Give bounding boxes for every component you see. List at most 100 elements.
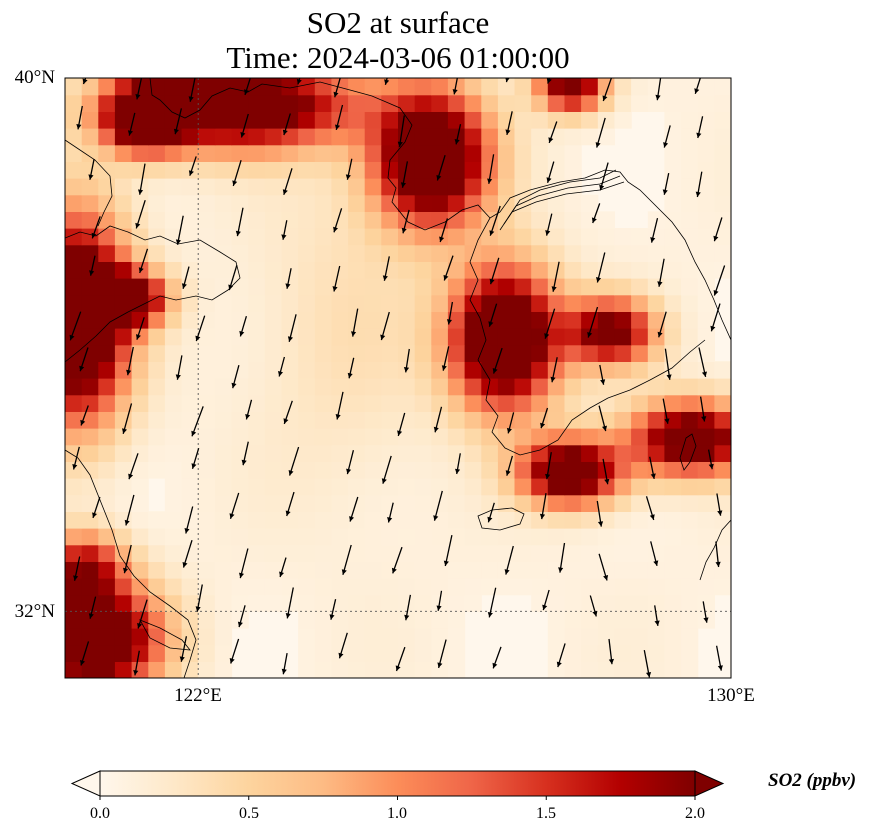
so2-cell (348, 78, 366, 96)
so2-cell (181, 494, 199, 512)
so2-cell (681, 528, 699, 546)
so2-cell (447, 428, 466, 446)
so2-cell (564, 394, 582, 412)
so2-cell (281, 294, 299, 312)
so2-cell (531, 178, 549, 196)
so2-cell (531, 278, 549, 296)
so2-cell (98, 194, 116, 212)
so2-cell (398, 178, 416, 196)
so2-cell (681, 478, 699, 496)
so2-cell (631, 544, 649, 562)
so2-cell (697, 344, 715, 362)
so2-cell (414, 494, 432, 512)
wind-arrow (591, 203, 601, 224)
so2-cell (114, 644, 133, 662)
so2-cell (348, 211, 366, 229)
so2-cell (364, 544, 382, 562)
so2-cell (314, 478, 333, 496)
so2-cell (281, 544, 299, 562)
wind-arrow (650, 541, 659, 567)
so2-cell (164, 528, 183, 546)
so2-cell (131, 178, 149, 196)
colorbar-tick-0: 0.0 (90, 805, 110, 822)
wind-arrow (179, 636, 188, 662)
so2-cell (414, 611, 432, 629)
so2-cell (65, 361, 83, 379)
wind-arrow (602, 458, 610, 485)
so2-cell (564, 444, 582, 462)
so2-cell (298, 594, 316, 612)
map-panel (65, 78, 731, 678)
so2-cell (464, 511, 482, 529)
wind-arrow (235, 207, 244, 237)
so2-cell (414, 328, 432, 346)
so2-cell (65, 628, 83, 646)
so2-cell (331, 594, 349, 612)
so2-cell (464, 294, 482, 312)
so2-cell (381, 294, 399, 312)
so2-cell (298, 94, 316, 112)
so2-cell (65, 661, 83, 678)
so2-cell (514, 211, 532, 229)
so2-cell (547, 611, 566, 629)
so2-cell (81, 661, 99, 678)
wind-arrow (488, 303, 498, 327)
so2-cell (697, 294, 715, 312)
so2-cell (248, 244, 266, 262)
so2-cell (481, 444, 499, 462)
so2-cell (248, 544, 266, 562)
so2-cell (264, 211, 283, 229)
so2-cell (198, 178, 216, 196)
so2-cell (481, 111, 499, 129)
so2-cell (614, 228, 632, 246)
so2-cell (581, 594, 599, 612)
so2-cell (231, 478, 249, 496)
wind-arrow (345, 158, 353, 180)
so2-cell (597, 394, 615, 412)
so2-cell (281, 144, 299, 162)
so2-cell (331, 478, 349, 496)
so2-cell (314, 144, 333, 162)
so2-cell (597, 428, 615, 446)
so2-cell (98, 511, 116, 529)
so2-cell (181, 311, 199, 329)
so2-cell (298, 511, 316, 529)
so2-cell (231, 511, 249, 529)
so2-cell (348, 544, 366, 562)
so2-cell (298, 494, 316, 512)
so2-cell (148, 378, 166, 396)
so2-cell (164, 344, 183, 362)
so2-cell (214, 561, 233, 579)
so2-cell (198, 78, 216, 96)
so2-cell (514, 461, 532, 479)
so2-cell (664, 311, 682, 329)
so2-cell (531, 544, 549, 562)
so2-cell (98, 378, 116, 396)
so2-cell (65, 594, 83, 612)
so2-cell (81, 128, 99, 146)
so2-cell (331, 211, 349, 229)
so2-cell (248, 328, 266, 346)
so2-cell (314, 211, 333, 229)
so2-cell (148, 78, 166, 96)
so2-cell (481, 411, 499, 429)
wind-arrow (657, 311, 667, 338)
so2-cell (581, 478, 599, 496)
so2-cell (697, 428, 715, 446)
so2-cell (664, 428, 682, 446)
so2-cell (714, 78, 731, 96)
so2-cell (497, 411, 516, 429)
wind-arrow (492, 347, 503, 374)
so2-cell (298, 528, 316, 546)
so2-cell (614, 661, 632, 678)
so2-cell (664, 228, 682, 246)
so2-cell (148, 144, 166, 162)
so2-cell (348, 611, 366, 629)
wind-arrow (436, 590, 443, 611)
so2-cell (581, 128, 599, 146)
so2-cell (298, 578, 316, 596)
so2-cell (497, 528, 516, 546)
so2-cell (331, 561, 349, 579)
so2-cell (264, 161, 283, 179)
so2-cell (581, 278, 599, 296)
